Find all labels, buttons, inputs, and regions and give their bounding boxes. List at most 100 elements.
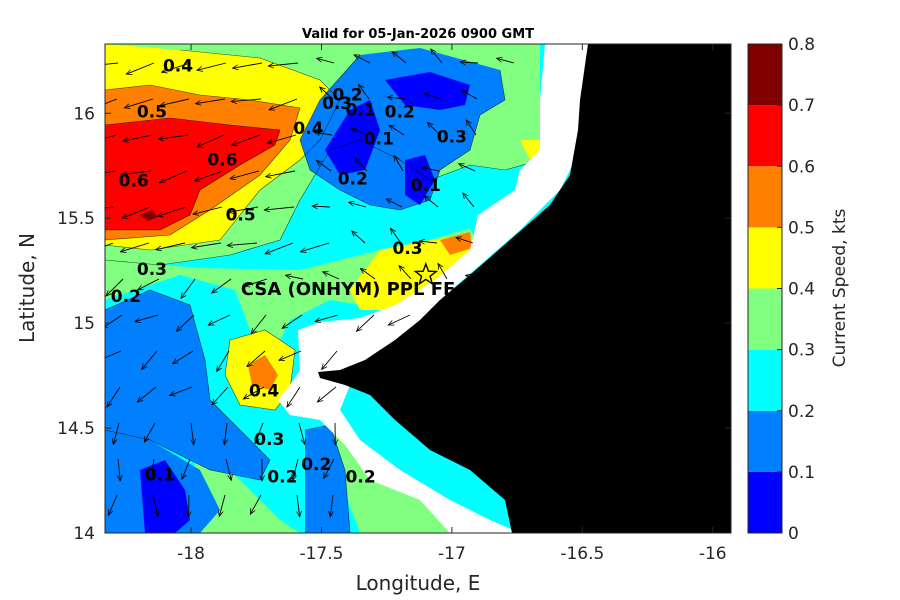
current-vector: [424, 93, 442, 100]
contour-label: 0.1: [346, 100, 376, 120]
x-tick-label: -16.5: [560, 544, 604, 564]
current-vector: [421, 167, 440, 172]
current-vector: [266, 170, 296, 177]
current-vector: [392, 52, 407, 64]
current-vector: [388, 314, 411, 326]
current-vector: [352, 231, 366, 244]
colorbar: 0 0.1 0.2 0.3 0.4 0.5 0.6 0.7 0.8: [747, 35, 815, 544]
current-vector: [265, 242, 294, 254]
current-vector: [123, 134, 153, 141]
current-vector: [399, 266, 412, 280]
current-vector: [191, 422, 194, 445]
current-vector: [227, 243, 258, 246]
station-star-icon: [413, 261, 439, 286]
current-vector: [118, 458, 120, 481]
current-vectors: [105, 49, 515, 517]
current-vector: [158, 206, 187, 216]
current-vector: [113, 422, 120, 444]
current-vector: [264, 206, 295, 210]
current-vector: [107, 386, 121, 407]
current-vector: [463, 193, 475, 208]
x-tick-label: -18: [177, 544, 205, 564]
current-vector: [120, 242, 150, 252]
current-vector: [182, 458, 191, 479]
current-vector: [217, 350, 230, 372]
current-vector: [173, 350, 194, 364]
current-vector: [247, 350, 266, 367]
x-tick-label: -17.5: [299, 544, 343, 564]
current-vector: [124, 98, 154, 108]
current-vector: [121, 170, 152, 175]
colorbar-label: Current Speed, kts: [830, 209, 850, 368]
current-vector: [229, 206, 259, 212]
contour-label: 0.3: [437, 128, 467, 148]
current-vector: [285, 275, 304, 280]
current-vector: [267, 134, 297, 143]
current-vector: [360, 268, 376, 280]
current-vector: [351, 129, 369, 136]
x-tick-label: -16: [699, 544, 727, 564]
colorbar-tick-label: 0: [788, 524, 799, 544]
current-vector: [255, 422, 264, 444]
current-vector: [431, 49, 443, 64]
x-axis-label: Longitude, E: [356, 571, 481, 595]
colorbar-swatch: [748, 288, 782, 350]
current-vector: [282, 314, 303, 328]
field-deepblue-north: [385, 72, 470, 110]
current-vector: [459, 163, 476, 172]
current-vector: [126, 62, 155, 74]
current-vector: [208, 314, 231, 326]
current-vector: [197, 62, 227, 70]
colorbar-swatch: [748, 410, 782, 472]
land-senegal: [318, 44, 731, 533]
current-vector: [225, 458, 231, 480]
current-vector: [108, 494, 118, 515]
current-vector: [431, 314, 447, 334]
current-vector: [231, 99, 262, 102]
current-vector: [158, 134, 189, 139]
field-yellow-coast: [350, 235, 475, 310]
current-vector: [356, 314, 375, 331]
current-vector: [390, 228, 402, 244]
contour-label: 0.2: [333, 86, 363, 106]
colorbar-tick-label: 0.8: [788, 35, 815, 55]
current-vector: [159, 170, 188, 183]
current-vector: [389, 125, 405, 136]
colorbar-swatch: [748, 166, 782, 228]
station-label: CSA (ONHYM) PPL FE: [241, 279, 456, 300]
colorbar-tick-label: 0.4: [788, 280, 815, 300]
current-vector: [312, 206, 331, 207]
contour-label: 0.4: [163, 56, 193, 76]
field-orange-south: [248, 355, 278, 390]
contour-label: 0.3: [322, 94, 352, 114]
y-tick-label: 16: [73, 104, 95, 124]
colorbar-swatch: [748, 44, 782, 106]
y-axis-label: Latitude, N: [15, 233, 39, 343]
contour-label: 0.6: [207, 151, 237, 171]
plot-frame: [104, 43, 732, 534]
current-vector: [320, 87, 334, 100]
colorbar-tick-label: 0.5: [788, 218, 815, 238]
current-vector: [142, 350, 158, 369]
colorbar-tick-label: 0.3: [788, 341, 815, 361]
current-vector: [137, 386, 157, 402]
x-tick-label: -17: [438, 544, 466, 564]
current-vector: [317, 58, 335, 64]
colorbar-tick-label: 0.1: [788, 463, 815, 483]
current-vector: [279, 350, 302, 360]
current-vector: [497, 58, 515, 64]
current-vector: [212, 386, 229, 405]
field-deepblue-center: [325, 100, 380, 175]
colorbar-tick-label: 0.7: [788, 96, 815, 116]
current-vector: [298, 422, 305, 444]
contour-label: 0.1: [364, 130, 394, 150]
current-vector: [105, 206, 115, 209]
current-vector: [156, 242, 186, 250]
current-vector: [151, 458, 154, 481]
contour-label: 0.5: [137, 102, 167, 122]
colorbar-swatch: [748, 471, 782, 533]
chart-title: Valid for 05-Jan-2026 0900 GMT: [302, 27, 534, 42]
field-darkred: [140, 210, 158, 221]
current-vector: [230, 170, 260, 179]
